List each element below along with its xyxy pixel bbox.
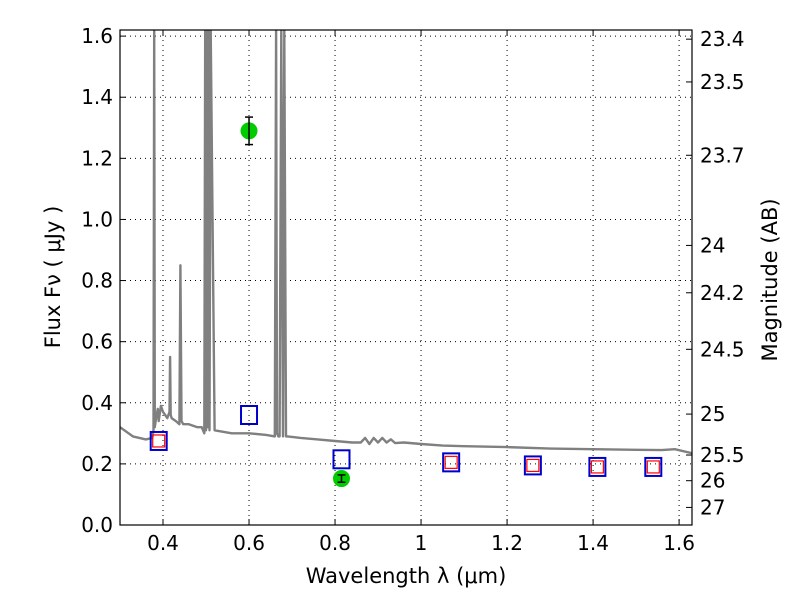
blue-square-marker [442, 452, 461, 473]
red-square-marker [526, 458, 540, 473]
x-tick-label: 1.6 [663, 531, 695, 555]
blue-square-marker [332, 449, 351, 470]
marker-layer [149, 116, 663, 488]
ticks: 0.4 0.6 0.8 1 1.2 1.4 1.6 0.0 0.2 0.4 0.6 0.8 1.0 1.2… [81, 24, 744, 555]
y-tick-label: 0.4 [81, 391, 113, 415]
right-tick-label: 24 [700, 233, 725, 257]
x-tick-label: 1 [415, 531, 428, 555]
blue-square-marker [523, 455, 542, 476]
x-tick-label: 1.4 [577, 531, 609, 555]
blue-square-marker [240, 405, 259, 425]
plot-frame [119, 29, 693, 526]
right-tick-label: 26 [700, 469, 725, 493]
y-tick-label: 0.6 [81, 330, 113, 354]
y-tick-label: 0.0 [81, 513, 113, 537]
blue-square-marker [588, 456, 607, 477]
right-tick-label: 23.4 [700, 27, 745, 51]
red-square-marker [152, 434, 166, 448]
right-tick-label: 25.5 [700, 443, 745, 467]
y-tick-label: 1.6 [81, 24, 113, 48]
blue-square-marker [149, 430, 168, 451]
y-tick-label: 1.2 [81, 146, 113, 170]
y-tick-label: 1.0 [81, 207, 113, 231]
y-tick-label: 0.2 [81, 452, 113, 476]
red-square-marker [444, 455, 458, 469]
x-axis-title: Wavelength λ (μm) [306, 564, 507, 588]
blue-square-marker [644, 456, 663, 477]
x-tick-label: 0.8 [319, 531, 351, 555]
right-tick-label: 24.2 [700, 281, 745, 305]
right-tick-label: 27 [700, 495, 725, 519]
right-tick-label: 23.5 [700, 70, 745, 94]
y-tick-label: 0.8 [81, 269, 113, 293]
right-tick-label: 24.5 [700, 337, 745, 361]
spectrum-line [120, 30, 692, 455]
right-axis-title: Magnitude (AB) [758, 198, 782, 361]
right-tick-label: 25 [700, 402, 725, 426]
red-square-marker [590, 460, 604, 474]
x-tick-label: 0.4 [147, 531, 179, 555]
x-tick-label: 0.6 [233, 531, 265, 555]
y-tick-label: 1.4 [81, 85, 113, 109]
red-square-marker [646, 460, 660, 474]
right-tick-label: 23.7 [700, 143, 745, 167]
spectrum-layer [120, 30, 692, 455]
x-tick-label: 1.2 [491, 531, 523, 555]
y-axis-title: Flux Fν ( μJy ) [41, 206, 65, 349]
